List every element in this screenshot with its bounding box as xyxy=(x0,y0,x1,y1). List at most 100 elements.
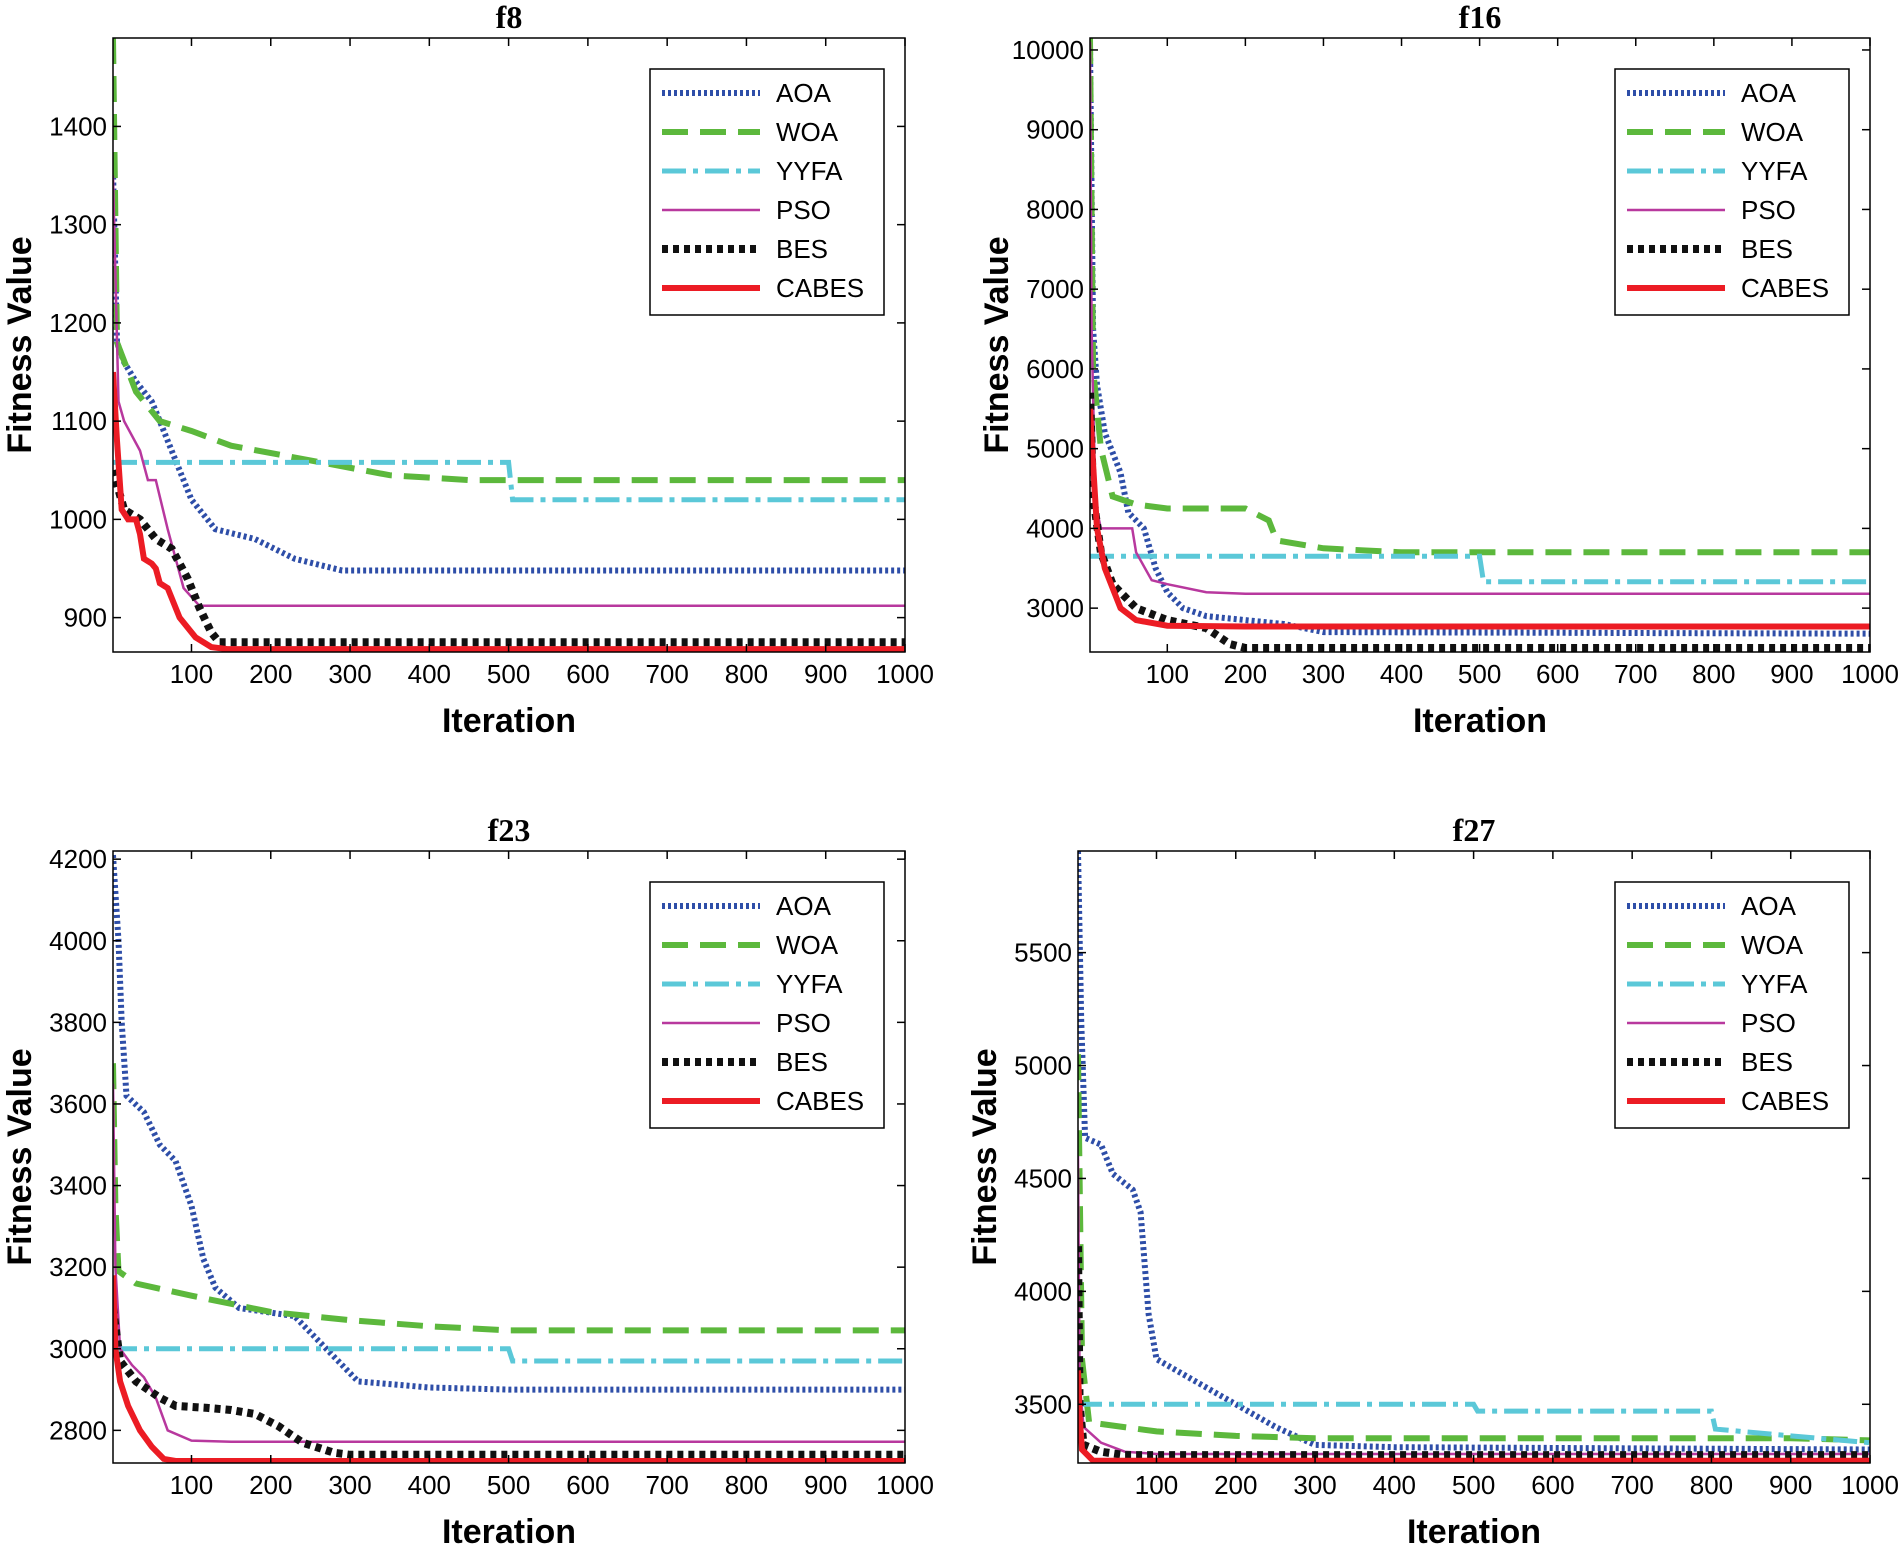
legend-box xyxy=(649,68,885,316)
y-tick-label: 8000 xyxy=(1026,194,1084,224)
legend-label-pso: PSO xyxy=(1741,1008,1796,1038)
legend-label-woa: WOA xyxy=(776,930,839,960)
legend-label-bes: BES xyxy=(1741,1047,1793,1077)
series-line-cabes xyxy=(113,1275,905,1463)
legend-label-pso: PSO xyxy=(776,195,831,225)
legend-label-yyfa: YYFA xyxy=(776,969,843,999)
series-line-woa xyxy=(113,38,905,484)
x-tick-label: 700 xyxy=(1614,659,1657,689)
x-tick-label: 200 xyxy=(249,659,292,689)
chart-panel-f27: f27 100 200 300 400 500 600 700 800 900 1000 3500 40… xyxy=(966,812,1899,1546)
series-group xyxy=(1090,38,1870,652)
x-tick-label: 300 xyxy=(1302,659,1345,689)
series-group xyxy=(1078,851,1870,1463)
y-tick-label: 3400 xyxy=(49,1171,107,1201)
series-line-woa xyxy=(1090,38,1870,556)
legend: AOA WOA YYFA PSO BES CABES xyxy=(1614,881,1850,1129)
series-line-bes xyxy=(1090,392,1870,652)
chart-panel-f8: f8 100 200 300 400 500 600 700 800 900 1000 900 1000… xyxy=(1,0,934,740)
chart-title: f23 xyxy=(488,812,531,848)
x-tick-label: 500 xyxy=(487,1470,530,1500)
series-line-cabes xyxy=(1090,408,1870,630)
x-tick-label: 200 xyxy=(249,1470,292,1500)
legend-label-bes: BES xyxy=(776,234,828,264)
x-tick-label: 100 xyxy=(170,1470,213,1500)
y-tick-label: 1400 xyxy=(49,111,107,141)
x-tick-label: 900 xyxy=(804,1470,847,1500)
x-tick-label: 900 xyxy=(804,659,847,689)
y-tick-label: 4000 xyxy=(1014,1276,1072,1306)
x-axis-label: Iteration xyxy=(1407,1513,1541,1546)
x-axis-label: Iteration xyxy=(442,702,576,740)
series-line-bes xyxy=(113,469,905,647)
y-tick-label: 9000 xyxy=(1026,115,1084,145)
series-group xyxy=(113,854,905,1463)
x-tick-label: 400 xyxy=(408,1470,451,1500)
x-tick-label: 500 xyxy=(1458,659,1501,689)
y-tick-label: 5000 xyxy=(1014,1051,1072,1081)
y-axis-label: Fitness Value xyxy=(978,236,1016,453)
legend-box xyxy=(649,881,885,1129)
x-tick-label: 700 xyxy=(1610,1470,1653,1500)
y-tick-label: 1100 xyxy=(51,406,107,436)
y-tick-label: 4500 xyxy=(1014,1163,1072,1193)
y-tick-label: 4000 xyxy=(49,926,107,956)
series-line-cabes xyxy=(113,371,905,652)
y-tick-label: 3200 xyxy=(49,1252,107,1282)
x-tick-label: 800 xyxy=(1690,1470,1733,1500)
y-tick-label: 10000 xyxy=(1012,35,1084,65)
x-tick-label: 300 xyxy=(1293,1470,1336,1500)
y-tick-label: 3000 xyxy=(49,1334,107,1364)
y-axis-label: Fitness Value xyxy=(966,1048,1004,1265)
x-tick-label: 700 xyxy=(645,1470,688,1500)
x-tick-label: 900 xyxy=(1769,1470,1812,1500)
legend-label-cabes: CABES xyxy=(1741,273,1829,303)
x-axis-label: Iteration xyxy=(1413,702,1547,740)
y-tick-label: 5000 xyxy=(1026,434,1084,464)
x-tick-label: 1000 xyxy=(1841,659,1899,689)
x-tick-label: 800 xyxy=(1692,659,1735,689)
x-tick-label: 500 xyxy=(1452,1470,1495,1500)
x-tick-label: 900 xyxy=(1770,659,1813,689)
legend: AOA WOA YYFA PSO BES CABES xyxy=(649,68,885,316)
x-tick-label: 600 xyxy=(1531,1470,1574,1500)
y-axis-label: Fitness Value xyxy=(1,1048,39,1265)
legend-box xyxy=(1614,68,1850,316)
legend-label-cabes: CABES xyxy=(776,273,864,303)
y-tick-label: 3500 xyxy=(1014,1389,1072,1419)
series-line-bes xyxy=(1078,1246,1870,1460)
x-tick-label: 400 xyxy=(408,659,451,689)
legend-label-aoa: AOA xyxy=(1741,891,1797,921)
y-tick-label: 4000 xyxy=(1026,513,1084,543)
legend-label-cabes: CABES xyxy=(1741,1086,1829,1116)
y-tick-label: 4200 xyxy=(49,844,107,874)
series-line-yyfa xyxy=(1078,1401,1870,1446)
x-axis-label: Iteration xyxy=(442,1513,576,1546)
legend-label-woa: WOA xyxy=(1741,930,1804,960)
series-line-yyfa xyxy=(113,1346,905,1364)
legend-label-aoa: AOA xyxy=(1741,78,1797,108)
x-tick-label: 600 xyxy=(566,1470,609,1500)
series-group xyxy=(113,38,905,652)
chart-title: f27 xyxy=(1453,812,1496,848)
y-tick-label: 3800 xyxy=(49,1007,107,1037)
y-tick-label: 3000 xyxy=(1026,593,1084,623)
y-tick-label: 5500 xyxy=(1014,938,1072,968)
y-tick-label: 1000 xyxy=(49,504,107,534)
x-tick-label: 700 xyxy=(645,659,688,689)
legend-label-yyfa: YYFA xyxy=(776,156,843,186)
x-tick-label: 200 xyxy=(1224,659,1267,689)
series-line-bes xyxy=(113,1307,905,1459)
legend-label-pso: PSO xyxy=(776,1008,831,1038)
chart-title: f8 xyxy=(496,0,523,35)
series-line-aoa xyxy=(113,854,905,1393)
x-tick-label: 300 xyxy=(328,1470,371,1500)
legend-label-bes: BES xyxy=(776,1047,828,1077)
legend-label-cabes: CABES xyxy=(776,1086,864,1116)
x-tick-label: 200 xyxy=(1214,1470,1257,1500)
x-tick-label: 800 xyxy=(725,1470,768,1500)
x-tick-label: 100 xyxy=(170,659,213,689)
chart-title: f16 xyxy=(1459,0,1502,35)
series-line-woa xyxy=(113,1063,905,1334)
